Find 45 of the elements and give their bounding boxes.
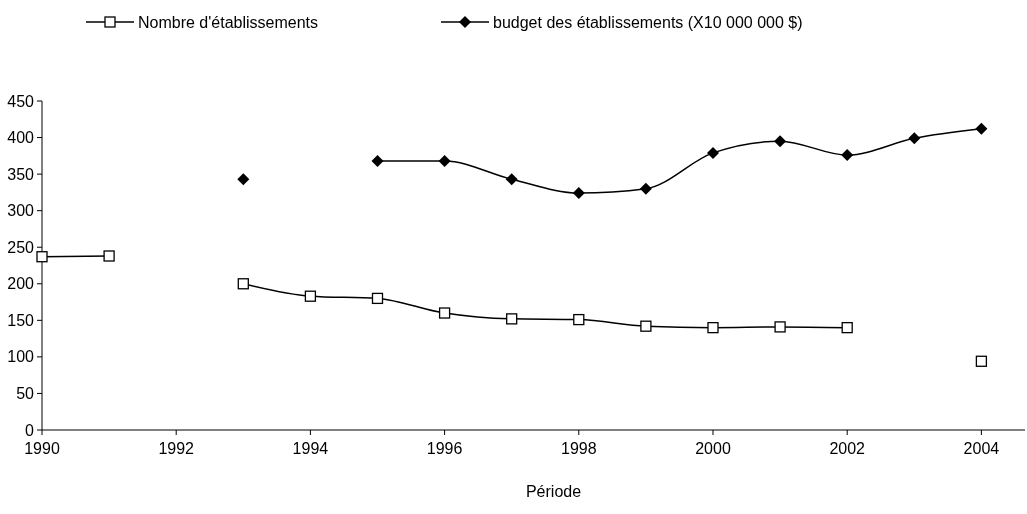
- x-tick-label: 2000: [695, 440, 731, 457]
- x-tick-label: 2002: [829, 440, 866, 457]
- y-tick-label: 450: [7, 92, 35, 110]
- point: [438, 307, 451, 319]
- legend-label: Nombre d'établissements: [138, 13, 319, 31]
- point: [908, 132, 921, 145]
- point: [506, 313, 518, 325]
- point: [707, 321, 719, 334]
- y-tick-label: 0: [25, 421, 35, 439]
- y-tick-label: 100: [7, 348, 35, 366]
- point: [640, 320, 652, 332]
- point: [572, 187, 585, 200]
- x-tick-label: 1994: [292, 440, 329, 457]
- x-tick-label: 1992: [158, 440, 195, 457]
- point: [505, 173, 518, 186]
- point: [639, 182, 652, 195]
- point: [438, 154, 451, 167]
- point: [774, 321, 786, 333]
- y-tick-label: 200: [7, 275, 35, 293]
- point: [774, 135, 787, 148]
- y-tick-label: 50: [16, 385, 35, 403]
- y-tick-label: 350: [7, 165, 35, 183]
- legend-label: budget des établissements (X10 000 000 $): [493, 13, 803, 31]
- point: [573, 313, 585, 326]
- point: [371, 154, 384, 167]
- x-tick-label: 1996: [426, 440, 463, 457]
- x-tick-label: 2004: [963, 440, 1000, 457]
- y-tick-label: 300: [7, 202, 35, 220]
- point: [371, 292, 384, 305]
- point: [841, 321, 853, 334]
- point: [975, 122, 988, 135]
- point: [237, 278, 249, 290]
- y-tick-label: 150: [7, 311, 35, 329]
- point: [304, 290, 317, 302]
- point: [975, 355, 988, 367]
- point: [36, 251, 48, 263]
- point: [841, 149, 854, 162]
- point: [103, 250, 115, 262]
- x-axis-title: Période: [525, 483, 582, 500]
- y-tick-label: 250: [7, 238, 35, 256]
- point: [706, 146, 719, 159]
- x-tick-label: 1998: [560, 440, 597, 457]
- y-tick-label: 400: [7, 129, 35, 147]
- point: [237, 173, 250, 186]
- x-tick-label: 1990: [24, 440, 60, 457]
